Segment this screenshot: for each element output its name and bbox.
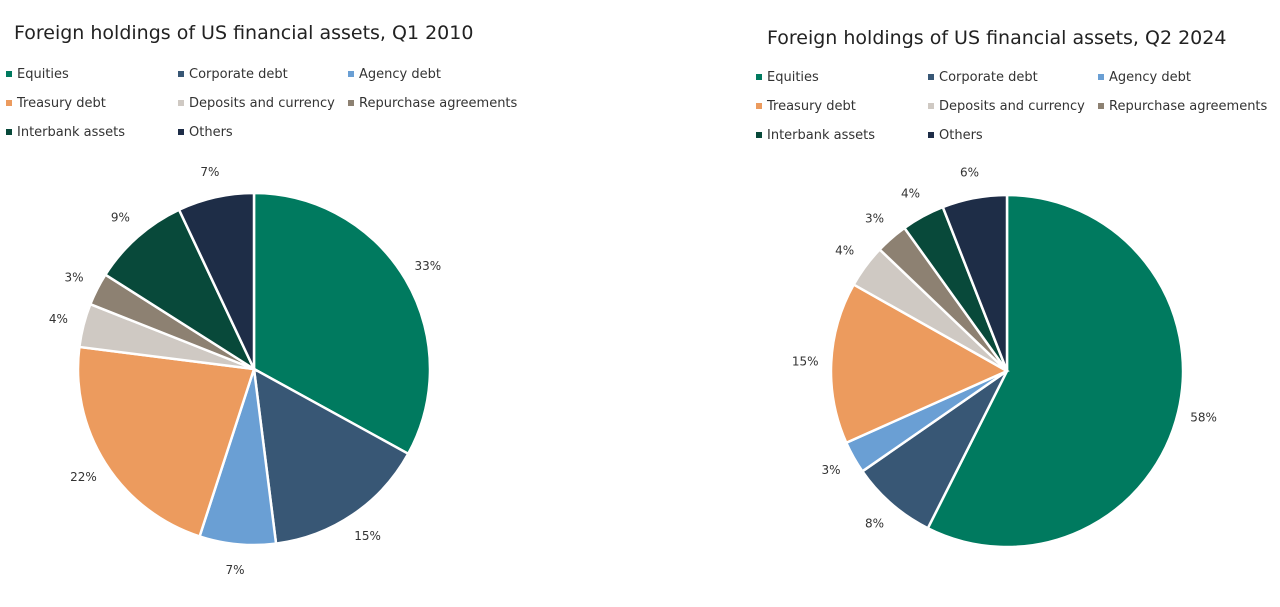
legend-swatch <box>756 102 762 109</box>
legend-label: Treasury debt <box>17 96 106 111</box>
legend-label: Corporate debt <box>939 70 1038 85</box>
data-label: 22% <box>70 470 97 484</box>
legend-swatch <box>6 70 12 77</box>
pie-slice-treasury-debt <box>829 282 1010 445</box>
legend-label: Equities <box>17 67 69 82</box>
pie-chart: 33% 15% 7% 22% 4% 3% 9% 7% <box>49 165 442 577</box>
legend-swatch <box>1098 73 1104 80</box>
legend-swatch <box>928 131 934 138</box>
legend-swatch <box>756 131 762 138</box>
legend-swatch <box>178 70 184 77</box>
chart-title: Foreign holdings of US financial assets,… <box>14 22 474 44</box>
data-label: 4% <box>901 187 920 201</box>
pie-slice-treasury-debt <box>76 345 256 538</box>
legend-label: Deposits and currency <box>939 99 1085 114</box>
data-label: 7% <box>225 563 244 577</box>
chart-q1-2010: Foreign holdings of US financial assets,… <box>6 22 517 577</box>
pie-slice-equities <box>926 193 1185 549</box>
data-label: 8% <box>865 516 884 530</box>
pie-slice-corporate-debt <box>252 366 410 546</box>
legend-label: Interbank assets <box>767 128 876 143</box>
legend-item: Treasury debt <box>756 99 856 114</box>
legend-item: Treasury debt <box>6 96 106 111</box>
data-label: 3% <box>822 463 841 477</box>
legend-label: Deposits and currency <box>189 96 335 111</box>
data-label: 6% <box>960 166 979 180</box>
pie-slice-equities <box>252 191 432 456</box>
legend-label: Repurchase agreements <box>359 96 518 111</box>
legend-item: Others <box>928 128 983 143</box>
data-label: 7% <box>200 165 219 179</box>
legend-item: Repurchase agreements <box>1098 99 1267 114</box>
legend-label: Agency debt <box>359 67 441 82</box>
legend-label: Equities <box>767 70 819 85</box>
data-label: 4% <box>835 244 854 258</box>
data-label: 3% <box>865 212 884 226</box>
legend-label: Treasury debt <box>767 99 856 114</box>
legend-swatch <box>6 128 12 135</box>
legend-label: Others <box>189 125 233 140</box>
legend-swatch <box>928 102 934 109</box>
legend-swatch <box>178 128 184 135</box>
legend-item: Repurchase agreements <box>348 96 517 111</box>
pie-slice-interbank-assets <box>103 208 257 373</box>
legend-label: Interbank assets <box>17 125 126 140</box>
legend-item: Equities <box>6 67 69 82</box>
pie-slice-others <box>941 193 1009 372</box>
legend-item: Deposits and currency <box>178 96 335 111</box>
legend-swatch <box>928 73 934 80</box>
legend-item: Corporate debt <box>178 67 288 82</box>
data-label: 3% <box>64 270 83 284</box>
legend-item: Interbank assets <box>756 128 875 143</box>
legend-label: Agency debt <box>1109 70 1191 85</box>
data-label: 4% <box>49 312 68 326</box>
legend-item: Agency debt <box>1098 70 1191 85</box>
legend-item: Agency debt <box>348 67 441 82</box>
legend-item: Deposits and currency <box>928 99 1085 114</box>
data-label: 15% <box>354 529 381 543</box>
legend-swatch <box>178 99 184 106</box>
chart-title: Foreign holdings of US financial assets,… <box>767 27 1227 49</box>
legend-label: Others <box>939 128 983 143</box>
data-label: 15% <box>792 355 819 369</box>
data-label: 58% <box>1190 411 1217 425</box>
legend-label: Repurchase agreements <box>1109 99 1268 114</box>
legend-swatch <box>348 99 354 106</box>
pie-chart: 58% 8% 3% 15% 4% 3% 4% 6% <box>792 166 1217 549</box>
pie-slice-others <box>177 191 256 370</box>
data-label: 33% <box>415 259 442 273</box>
legend-item: Others <box>178 125 233 140</box>
legend-swatch <box>348 70 354 77</box>
legend-label: Corporate debt <box>189 67 288 82</box>
data-label: 9% <box>111 210 130 224</box>
legend-swatch <box>756 73 762 80</box>
legend-swatch <box>6 99 12 106</box>
legend-item: Equities <box>756 70 819 85</box>
legend-item: Corporate debt <box>928 70 1038 85</box>
legend-item: Interbank assets <box>6 125 125 140</box>
chart-q2-2024: Foreign holdings of US financial assets,… <box>640 0 1280 607</box>
legend-swatch <box>1098 102 1104 109</box>
